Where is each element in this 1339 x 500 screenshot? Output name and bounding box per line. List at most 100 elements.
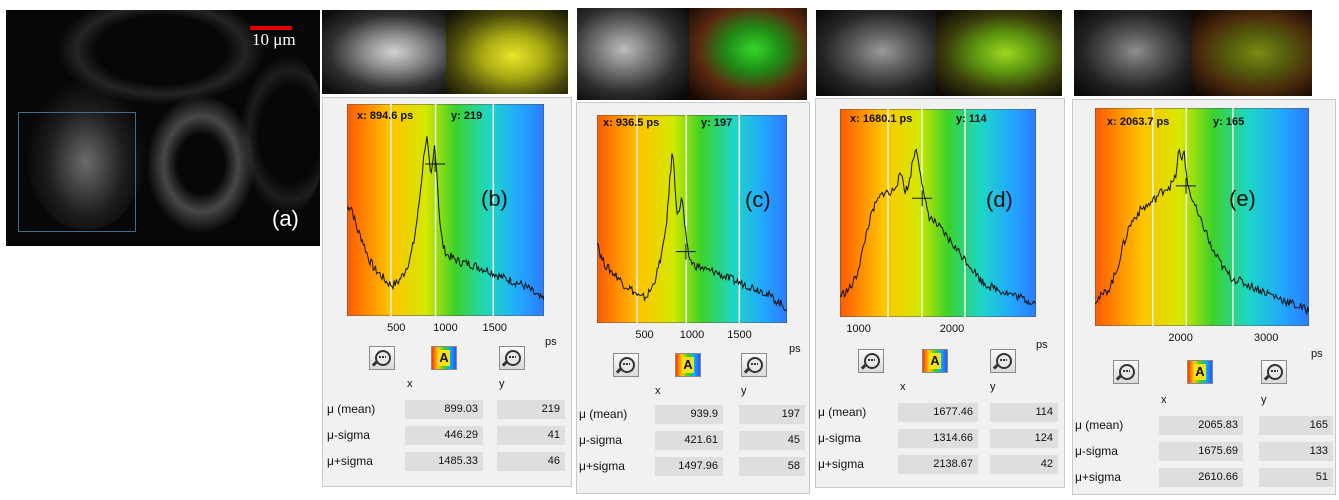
stat-value: 51 bbox=[1259, 468, 1333, 487]
stat-value: 446.29 bbox=[405, 426, 483, 445]
readout-x-e: x: 2063.7 ps bbox=[1107, 116, 1170, 128]
thumbnail-color-d bbox=[936, 10, 1062, 96]
histogram-background bbox=[1095, 108, 1309, 326]
stat-label: μ+sigma bbox=[579, 459, 625, 473]
x-tick-label: 3000 bbox=[1253, 332, 1279, 344]
magnifier-icon bbox=[1267, 364, 1283, 380]
stat-value: 41 bbox=[497, 426, 565, 445]
x-tick-label: 1000 bbox=[846, 323, 871, 335]
stat-label: μ (mean) bbox=[327, 402, 376, 416]
zoom-button[interactable] bbox=[858, 349, 884, 373]
stat-axis-y-e: y bbox=[1261, 394, 1267, 406]
zoom-button[interactable] bbox=[1261, 360, 1287, 384]
stat-value: 42 bbox=[990, 455, 1058, 474]
readout-y-b: y: 219 bbox=[451, 110, 483, 122]
stat-value: 2065.83 bbox=[1159, 416, 1243, 435]
histogram-svg-e bbox=[1095, 108, 1309, 326]
magnifier-icon bbox=[747, 357, 763, 373]
stat-value: 45 bbox=[739, 431, 805, 450]
magnifier-icon bbox=[375, 350, 391, 366]
readout-x-d: x: 1680.1 ps bbox=[850, 113, 913, 125]
x-tick-label: 1000 bbox=[433, 322, 458, 334]
histogram-e bbox=[1095, 108, 1309, 326]
colormap-a-icon: A bbox=[1194, 364, 1206, 380]
colormap-button[interactable]: A bbox=[431, 346, 457, 370]
x-tick-label: 2000 bbox=[939, 323, 965, 335]
histogram-background bbox=[840, 109, 1036, 317]
stat-value: 124 bbox=[990, 429, 1058, 448]
thumbnail-gray-c bbox=[577, 8, 689, 100]
colormap-button[interactable]: A bbox=[922, 349, 948, 373]
panel-label-e: (e) bbox=[1229, 186, 1256, 211]
stat-value: 219 bbox=[497, 400, 565, 419]
stat-label: μ+sigma bbox=[327, 454, 373, 468]
stat-value: 939.9 bbox=[655, 405, 723, 424]
analysis-panel-e: x: 2063.7 ps y: 165 (e) 2000 3000 ps A x … bbox=[1072, 99, 1336, 495]
thumbnail-gray-e bbox=[1074, 10, 1192, 96]
stat-value: 1314.66 bbox=[898, 429, 978, 448]
zoom-button[interactable] bbox=[613, 353, 639, 377]
stat-value: 197 bbox=[739, 405, 805, 424]
unit-label-c: ps bbox=[789, 343, 801, 355]
thumbnail-color-c bbox=[689, 8, 807, 100]
stat-label: μ-sigma bbox=[327, 428, 370, 442]
colormap-button[interactable]: A bbox=[1187, 360, 1213, 384]
panel-label-d: (d) bbox=[986, 187, 1013, 212]
zoom-button[interactable] bbox=[990, 349, 1016, 373]
stat-label: μ-sigma bbox=[579, 433, 622, 447]
readout-y-e: y: 165 bbox=[1213, 116, 1245, 128]
x-tick-label: 2000 bbox=[1168, 332, 1193, 344]
stat-label: μ-sigma bbox=[1075, 444, 1118, 458]
stat-value: 58 bbox=[739, 457, 805, 476]
stat-value: 899.03 bbox=[405, 400, 483, 419]
thumbnail-gray-d bbox=[816, 10, 936, 96]
analysis-panel-c: x: 936.5 ps y: 197 (c) 500 1000 1500 ps A … bbox=[576, 102, 810, 494]
magnifier-icon bbox=[996, 353, 1012, 369]
x-tick-label: 500 bbox=[387, 322, 406, 334]
histogram-curve bbox=[1095, 148, 1309, 315]
stat-value: 46 bbox=[497, 452, 565, 471]
histogram-c bbox=[597, 115, 787, 323]
zoom-button[interactable] bbox=[741, 353, 767, 377]
zoom-button[interactable] bbox=[369, 346, 395, 370]
x-tick-label: 500 bbox=[635, 329, 654, 341]
zoom-button[interactable] bbox=[499, 346, 525, 370]
stat-label: μ (mean) bbox=[818, 405, 867, 419]
x-tick-label: 1000 bbox=[679, 329, 705, 341]
stat-value: 421.61 bbox=[655, 431, 723, 450]
stat-axis-x-d: x bbox=[900, 381, 906, 393]
unit-label-b: ps bbox=[545, 336, 557, 348]
magnifier-icon bbox=[1119, 364, 1135, 380]
stat-label: μ+sigma bbox=[818, 457, 864, 471]
stat-label: μ (mean) bbox=[579, 407, 628, 421]
panel-label-c: (c) bbox=[745, 187, 771, 212]
unit-label-d: ps bbox=[1036, 339, 1048, 351]
colormap-button[interactable]: A bbox=[675, 353, 701, 377]
zoom-button[interactable] bbox=[1113, 360, 1139, 384]
colormap-a-icon: A bbox=[682, 357, 694, 373]
x-tick-label: 1500 bbox=[482, 322, 507, 334]
histogram-svg-d bbox=[840, 109, 1036, 317]
stat-label: μ (mean) bbox=[1075, 418, 1124, 432]
stat-value: 165 bbox=[1259, 416, 1333, 435]
readout-y-c: y: 197 bbox=[701, 117, 733, 129]
magnifier-icon bbox=[864, 353, 880, 369]
magnifier-icon bbox=[505, 350, 521, 366]
cell-blob bbox=[236, 50, 320, 220]
scalebar-label: 10 μm bbox=[252, 30, 296, 49]
colormap-a-icon: A bbox=[438, 350, 450, 366]
histogram-curve bbox=[597, 153, 787, 312]
stat-axis-y-d: y bbox=[990, 381, 996, 393]
stat-value: 1677.46 bbox=[898, 403, 978, 422]
stat-axis-y-b: y bbox=[499, 378, 505, 390]
panel-label-b: (b) bbox=[481, 186, 508, 211]
stat-value: 1497.96 bbox=[655, 457, 723, 476]
histogram-curve bbox=[840, 148, 1036, 306]
stat-value: 133 bbox=[1259, 442, 1333, 461]
cell-blob bbox=[26, 80, 146, 230]
histogram-svg-c bbox=[597, 115, 787, 323]
histogram-curve bbox=[347, 136, 544, 301]
analysis-panel-b: x: 894.6 ps y: 219 (b) 500 1000 1500 ps A … bbox=[322, 97, 572, 487]
magnifier-icon bbox=[619, 357, 635, 373]
readout-y-d: y: 114 bbox=[956, 113, 987, 125]
